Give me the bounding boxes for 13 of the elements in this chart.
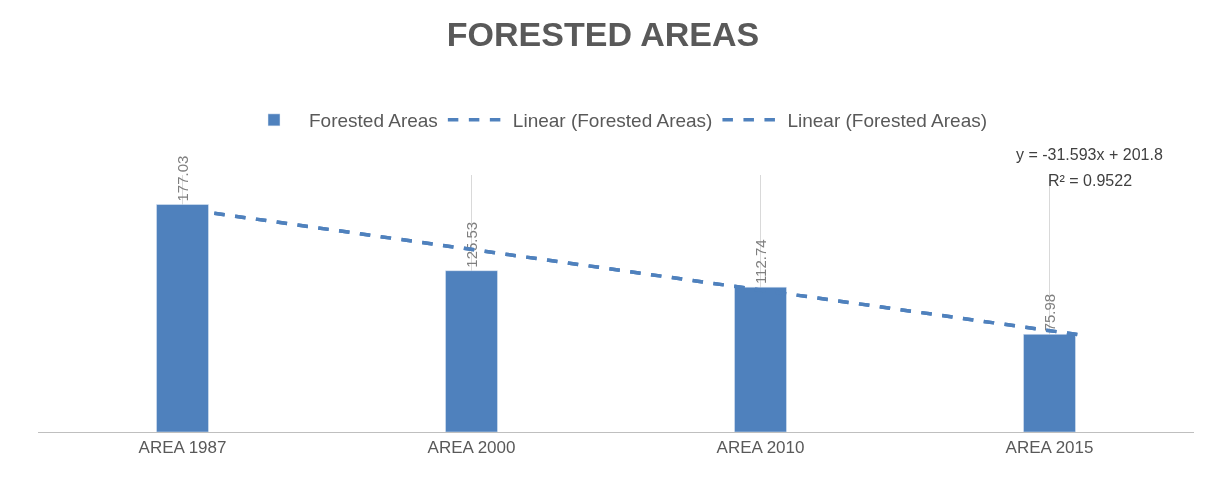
data-label: 112.74 — [752, 239, 769, 285]
legend-label: Linear (Forested Areas) — [512, 110, 713, 132]
x-tick-label: AREA 1987 — [138, 438, 227, 458]
legend-label: Linear (Forested Areas) — [787, 110, 988, 132]
data-label: 75.98 — [1041, 293, 1058, 332]
data-label: 177.03 — [174, 155, 191, 202]
annotation: R² = 0.9522 — [1048, 172, 1133, 189]
chart-title: FORESTED AREAS — [446, 14, 760, 53]
x-tick-label: AREA 2015 — [1005, 438, 1094, 458]
x-tick-label: AREA 2010 — [716, 438, 805, 458]
legend-label: Forested Areas — [309, 110, 438, 132]
x-tick-label: AREA 2000 — [427, 438, 516, 458]
text: y = -31.593x + 201.8 — [1016, 146, 1163, 163]
